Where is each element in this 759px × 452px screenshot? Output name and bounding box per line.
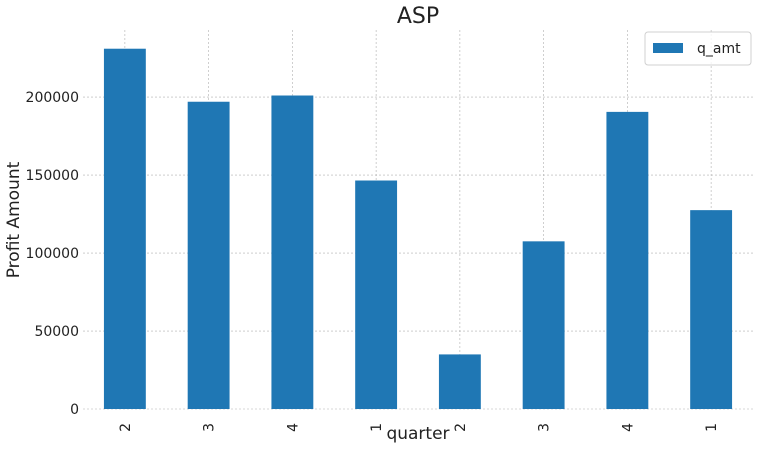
- x-axis-label: quarter: [386, 424, 449, 444]
- x-tick-label: 4: [285, 423, 301, 432]
- bar: [522, 241, 565, 409]
- x-tick-label: 1: [704, 423, 720, 432]
- legend-box: [644, 31, 752, 66]
- y-tick-labels: 0 50000 100000 150000 200000: [26, 90, 79, 418]
- chart-title: ASP: [397, 4, 439, 29]
- y-tick-label: 0: [70, 402, 79, 418]
- x-tick-label: 2: [118, 423, 134, 432]
- y-tick-label: 150000: [26, 168, 79, 184]
- bar: [438, 354, 481, 409]
- grid-lines: [83, 30, 753, 410]
- bar: [355, 180, 398, 409]
- y-tick-label: 100000: [26, 246, 79, 262]
- y-axis-label: Profit Amount: [4, 161, 24, 278]
- bars: [103, 48, 733, 410]
- bar: [187, 101, 230, 409]
- x-tick-label: 3: [202, 423, 218, 432]
- bar: [271, 95, 314, 410]
- x-tick-label: 2: [453, 423, 469, 432]
- x-tick-label: 1: [369, 423, 385, 432]
- bar: [690, 210, 733, 409]
- x-tick-labels: 2 3 4 1 2 3 4 1: [118, 423, 720, 432]
- bar: [606, 111, 649, 409]
- y-tick-label: 200000: [26, 90, 79, 106]
- legend-label: q_amt: [697, 41, 741, 57]
- x-tick-label: 3: [537, 423, 553, 432]
- x-tick-label: 4: [620, 423, 636, 432]
- legend: q_amt: [644, 31, 752, 66]
- bar: [103, 48, 146, 409]
- y-tick-label: 50000: [34, 324, 79, 340]
- legend-swatch: [653, 43, 683, 53]
